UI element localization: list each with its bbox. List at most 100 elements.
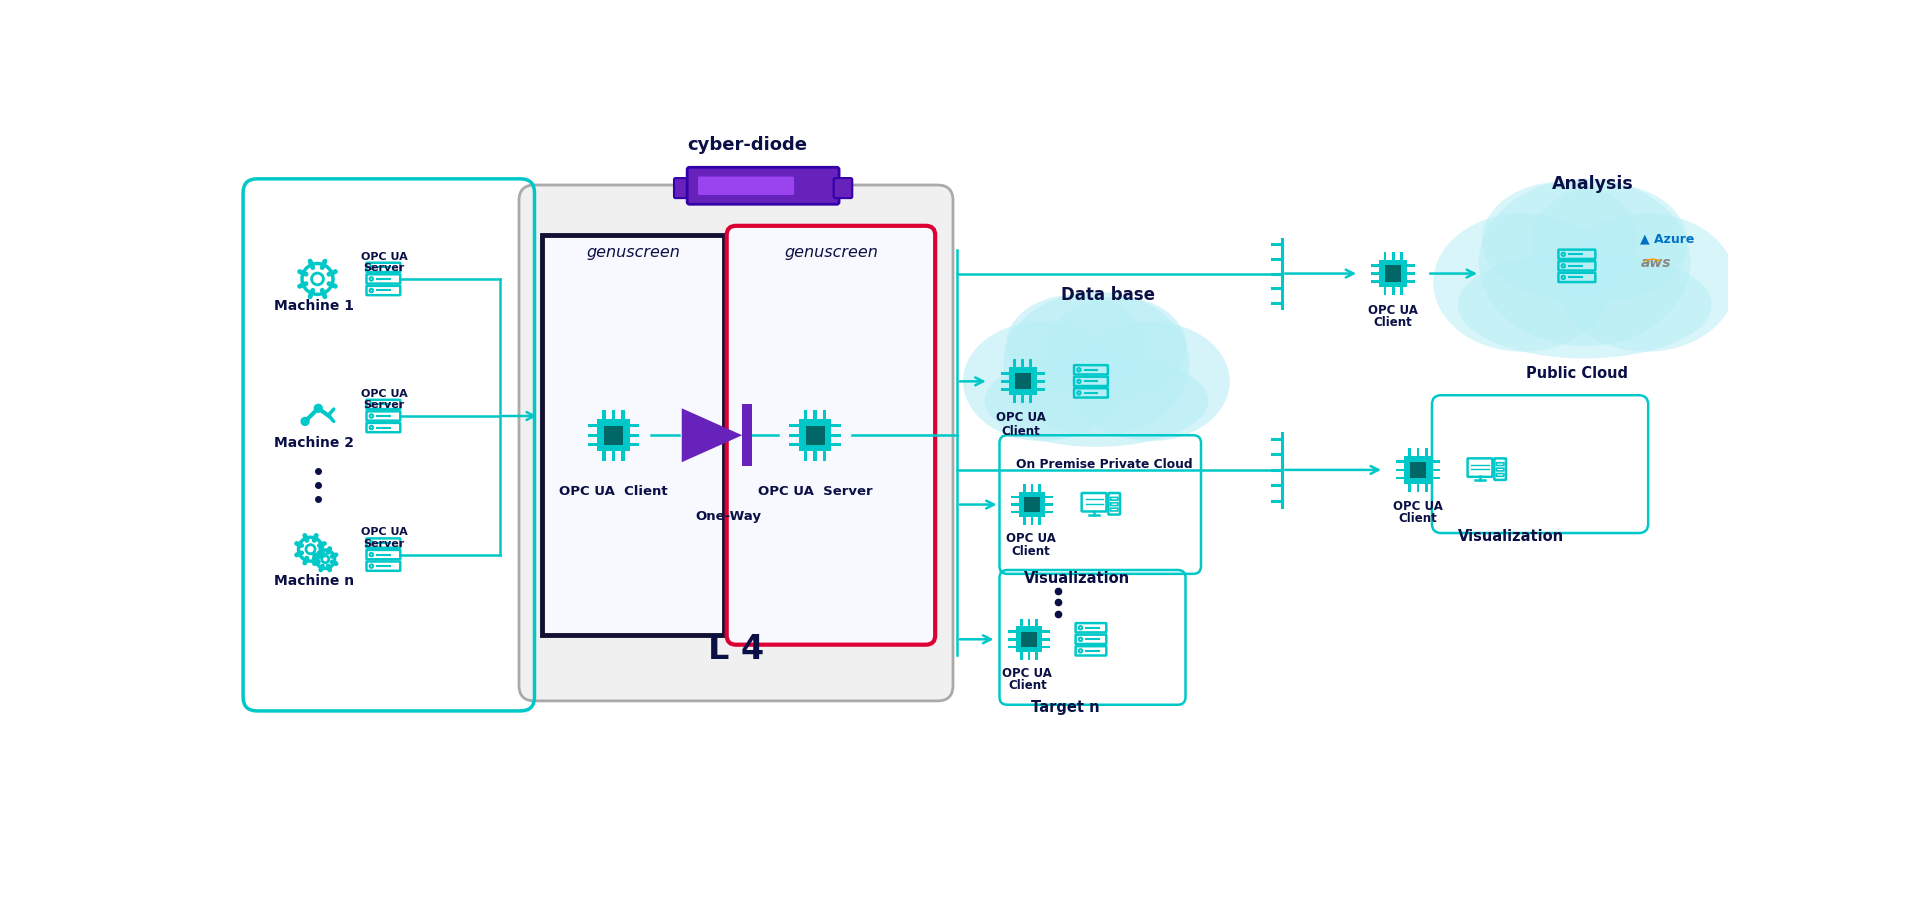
FancyBboxPatch shape — [622, 452, 624, 461]
FancyBboxPatch shape — [1027, 619, 1031, 626]
FancyBboxPatch shape — [1409, 448, 1411, 456]
FancyBboxPatch shape — [1035, 619, 1039, 626]
FancyBboxPatch shape — [1392, 287, 1394, 295]
FancyBboxPatch shape — [622, 410, 624, 419]
Text: OPC UA: OPC UA — [1006, 532, 1056, 545]
Text: L 4: L 4 — [708, 633, 764, 666]
FancyBboxPatch shape — [1044, 496, 1052, 499]
FancyBboxPatch shape — [1044, 511, 1052, 513]
FancyBboxPatch shape — [1025, 497, 1039, 512]
Ellipse shape — [1071, 321, 1229, 441]
FancyBboxPatch shape — [1037, 388, 1044, 391]
FancyBboxPatch shape — [1031, 518, 1033, 525]
FancyBboxPatch shape — [1012, 503, 1020, 506]
FancyBboxPatch shape — [1043, 645, 1050, 648]
FancyBboxPatch shape — [1432, 477, 1440, 480]
Text: Machine 1: Machine 1 — [275, 299, 353, 312]
FancyBboxPatch shape — [1020, 619, 1023, 626]
Text: Server: Server — [363, 400, 405, 410]
FancyBboxPatch shape — [1021, 632, 1037, 647]
Text: Target n: Target n — [1031, 700, 1100, 716]
FancyBboxPatch shape — [831, 443, 841, 446]
FancyBboxPatch shape — [1396, 469, 1404, 472]
FancyBboxPatch shape — [1029, 359, 1033, 367]
FancyBboxPatch shape — [1409, 484, 1411, 491]
Text: Visualization: Visualization — [1023, 572, 1131, 586]
FancyBboxPatch shape — [674, 178, 693, 198]
Text: aws: aws — [1640, 256, 1670, 270]
FancyBboxPatch shape — [1035, 652, 1039, 660]
Text: OPC UA: OPC UA — [996, 411, 1046, 425]
FancyBboxPatch shape — [603, 452, 605, 461]
FancyBboxPatch shape — [1044, 503, 1052, 506]
FancyBboxPatch shape — [1425, 484, 1428, 491]
FancyBboxPatch shape — [1425, 448, 1428, 456]
FancyBboxPatch shape — [630, 443, 639, 446]
FancyBboxPatch shape — [1392, 252, 1394, 260]
FancyBboxPatch shape — [789, 424, 799, 428]
FancyBboxPatch shape — [1384, 287, 1386, 295]
Text: Client: Client — [1002, 426, 1041, 438]
Polygon shape — [682, 409, 743, 463]
FancyBboxPatch shape — [1014, 374, 1031, 390]
FancyBboxPatch shape — [1029, 395, 1033, 403]
Text: On Premise Private Cloud: On Premise Private Cloud — [1016, 457, 1192, 471]
FancyBboxPatch shape — [1396, 461, 1404, 464]
Text: Client: Client — [1398, 512, 1438, 526]
Text: ⁀: ⁀ — [1645, 263, 1661, 282]
FancyBboxPatch shape — [1417, 448, 1419, 456]
FancyBboxPatch shape — [789, 434, 799, 436]
Text: OPC UA: OPC UA — [1369, 303, 1419, 317]
FancyBboxPatch shape — [1012, 496, 1020, 499]
Ellipse shape — [1002, 292, 1190, 436]
Ellipse shape — [1432, 213, 1613, 352]
FancyBboxPatch shape — [804, 410, 806, 419]
FancyBboxPatch shape — [1020, 491, 1044, 518]
FancyBboxPatch shape — [1384, 266, 1402, 282]
Text: Server: Server — [363, 263, 405, 274]
FancyBboxPatch shape — [1008, 645, 1016, 648]
Text: OPC UA: OPC UA — [361, 527, 407, 537]
FancyBboxPatch shape — [1039, 484, 1041, 491]
FancyBboxPatch shape — [1407, 272, 1415, 274]
FancyBboxPatch shape — [603, 410, 605, 419]
FancyBboxPatch shape — [588, 424, 597, 428]
Ellipse shape — [1478, 178, 1690, 346]
FancyBboxPatch shape — [699, 176, 795, 195]
Ellipse shape — [1048, 297, 1187, 397]
Text: genuscreen: genuscreen — [783, 245, 877, 259]
FancyBboxPatch shape — [814, 410, 816, 419]
FancyBboxPatch shape — [1396, 477, 1404, 480]
FancyBboxPatch shape — [1039, 518, 1041, 525]
FancyBboxPatch shape — [1021, 395, 1023, 403]
FancyBboxPatch shape — [743, 404, 753, 466]
FancyBboxPatch shape — [1371, 264, 1379, 267]
Text: Client: Client — [1375, 316, 1413, 328]
FancyBboxPatch shape — [630, 434, 639, 436]
Text: Machine n: Machine n — [273, 574, 353, 589]
FancyBboxPatch shape — [1417, 484, 1419, 491]
Text: One-Way: One-Way — [695, 510, 760, 523]
FancyBboxPatch shape — [612, 410, 614, 419]
FancyBboxPatch shape — [1008, 638, 1016, 641]
Text: OPC UA: OPC UA — [1002, 667, 1052, 680]
FancyBboxPatch shape — [1037, 372, 1044, 374]
Text: OPC UA: OPC UA — [361, 252, 407, 262]
FancyBboxPatch shape — [1027, 652, 1031, 660]
FancyBboxPatch shape — [605, 426, 624, 445]
Ellipse shape — [1530, 184, 1688, 301]
FancyBboxPatch shape — [824, 452, 826, 461]
Text: Client: Client — [1012, 544, 1050, 558]
FancyBboxPatch shape — [1014, 359, 1016, 367]
FancyBboxPatch shape — [804, 452, 806, 461]
FancyBboxPatch shape — [1404, 456, 1432, 484]
FancyBboxPatch shape — [1016, 626, 1043, 652]
Text: Client: Client — [1008, 680, 1046, 692]
FancyBboxPatch shape — [814, 452, 816, 461]
FancyBboxPatch shape — [588, 434, 597, 436]
Ellipse shape — [985, 355, 1208, 446]
FancyBboxPatch shape — [831, 424, 841, 428]
FancyBboxPatch shape — [1037, 380, 1044, 382]
Text: Machine 2: Machine 2 — [275, 436, 353, 450]
FancyBboxPatch shape — [1400, 287, 1404, 295]
